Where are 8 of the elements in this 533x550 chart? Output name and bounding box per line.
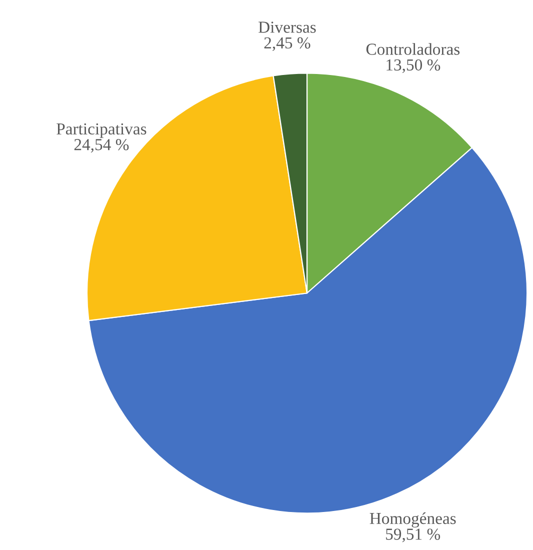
slice-label: Homogéneas (370, 512, 456, 528)
data-label: 13,50 % (386, 59, 440, 73)
slice-label: Diversas (258, 22, 316, 33)
data-label: 59,51 % (386, 528, 440, 542)
slice-label: Participativas (56, 123, 146, 138)
data-label: 24,54 % (74, 138, 129, 153)
slice-label: Controladoras (366, 43, 460, 55)
data-label: 2,45 % (264, 37, 310, 51)
